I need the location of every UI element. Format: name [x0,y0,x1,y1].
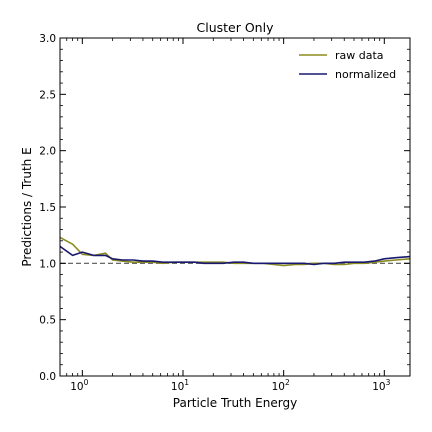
y-tick-label: 0.5 [39,315,56,327]
series-line-raw-data [59,236,411,267]
plot-area: 0.0 0.5 1.0 1.5 2.0 2.5 3.0 100 101 102 103 [39,33,411,393]
legend: raw data normalized [299,49,396,81]
series-line-normalized [59,245,411,266]
y-tick-label: 0.0 [39,371,56,383]
legend-label-raw-data: raw data [335,49,384,62]
x-axis-label: Particle Truth Energy [173,396,297,410]
x-axis: 100 101 102 103 [59,38,391,393]
y-tick-label: 3.0 [39,33,56,45]
series-layer [59,236,411,267]
y-tick-label: 2.0 [39,146,56,158]
y-tick-label: 1.0 [39,258,56,270]
y-tick-label: 2.5 [39,89,56,101]
y-axis: 0.0 0.5 1.0 1.5 2.0 2.5 3.0 [39,33,410,383]
chart-title: Cluster Only [197,20,275,35]
legend-label-normalized: normalized [335,68,396,81]
y-tick-label: 1.5 [39,202,56,214]
y-axis-label: Predictions / Truth E [20,147,34,266]
